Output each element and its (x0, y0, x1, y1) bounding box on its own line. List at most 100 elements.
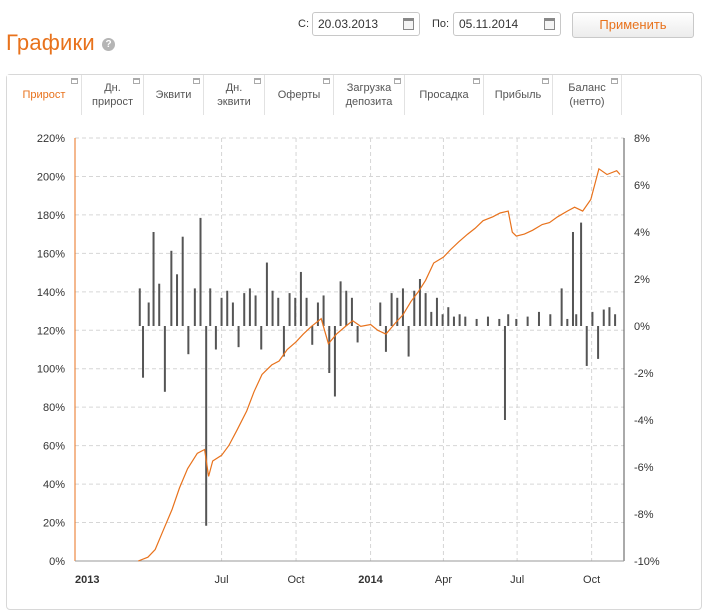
page-title: Графики (6, 30, 95, 55)
minimize-icon[interactable] (473, 78, 480, 84)
y-left-tick-label: 220% (37, 133, 65, 145)
daily-growth-bar (339, 281, 342, 326)
daily-growth-bar (591, 311, 594, 326)
minimize-icon[interactable] (394, 78, 401, 84)
daily-growth-bar (526, 316, 529, 326)
daily-growth-bar (176, 274, 179, 326)
y-right-tick-label: -4% (634, 415, 654, 427)
tab-label: Оферты (277, 89, 321, 101)
y-left-tick-label: 160% (37, 248, 65, 260)
daily-growth-bar (549, 314, 552, 326)
daily-growth-bar (243, 293, 246, 326)
minimize-icon[interactable] (611, 78, 618, 84)
daily-growth-bar (170, 250, 173, 326)
daily-growth-bar (220, 297, 223, 326)
daily-growth-bar (418, 279, 421, 326)
y-left-tick-label: 140% (37, 287, 65, 299)
daily-growth-bar (152, 232, 155, 326)
x-tick-label: Jul (510, 574, 524, 586)
y-right-tick-label: 6% (634, 180, 650, 192)
daily-growth-bar (507, 314, 510, 326)
daily-growth-bar (193, 288, 196, 326)
tab-8[interactable]: Прибыль (484, 75, 553, 115)
minimize-icon[interactable] (193, 78, 200, 84)
y-left-tick-label: 80% (43, 402, 65, 414)
daily-growth-bar (566, 318, 569, 326)
tab-label: Прирост (22, 89, 66, 101)
daily-growth-bar (214, 326, 217, 350)
tab-3[interactable]: Эквити (144, 75, 204, 115)
y-left-tick-label: 200% (37, 171, 65, 183)
y-right-tick-label: -10% (634, 556, 660, 568)
tab-label: Баланс (нетто) (568, 82, 606, 108)
daily-growth-bar (299, 271, 302, 326)
daily-growth-bar (322, 295, 325, 326)
y-left-tick-label: 60% (43, 441, 65, 453)
daily-growth-bar (515, 318, 518, 326)
daily-growth-bar (226, 290, 229, 326)
daily-growth-bar (413, 290, 416, 326)
tab-6[interactable]: Загрузка депозита (334, 75, 405, 115)
tab-5[interactable]: Оферты (265, 75, 334, 115)
tab-label: Эквити (155, 89, 192, 101)
tab-4[interactable]: Дн. эквити (204, 75, 265, 115)
tab-label: Загрузка депозита (345, 82, 393, 108)
x-tick-label: Jul (215, 574, 229, 586)
help-icon[interactable]: ? (102, 38, 115, 51)
daily-growth-bar (424, 293, 427, 326)
daily-growth-bar (430, 311, 433, 326)
tab-label: Просадка (419, 89, 469, 101)
y-left-tick-label: 20% (43, 518, 65, 530)
tab-label: Дн. прирост (92, 82, 133, 108)
tab-1[interactable]: Прирост (7, 75, 82, 115)
y-right-tick-label: 0% (634, 321, 650, 333)
tab-9[interactable]: Баланс (нетто) (553, 75, 622, 115)
minimize-icon[interactable] (542, 78, 549, 84)
daily-growth-bar (142, 326, 145, 378)
tab-label: Дн. эквити (217, 82, 251, 108)
daily-growth-bar (447, 307, 450, 326)
daily-growth-bar (537, 311, 540, 326)
daily-growth-bar (294, 297, 297, 326)
y-right-tick-label: 8% (634, 133, 650, 145)
x-tick-label: Oct (287, 574, 304, 586)
from-date-input[interactable]: 20.03.2013 (312, 12, 420, 36)
x-tick-label: 2014 (358, 574, 383, 586)
tab-2[interactable]: Дн. прирост (82, 75, 144, 115)
daily-growth-bar (231, 302, 234, 326)
tab-7[interactable]: Просадка (405, 75, 484, 115)
y-right-tick-label: 4% (634, 227, 650, 239)
tab-label: Прибыль (494, 89, 542, 101)
minimize-icon[interactable] (133, 78, 140, 84)
calendar-icon[interactable] (544, 18, 555, 30)
daily-growth-bar (316, 302, 319, 326)
daily-growth-bar (435, 297, 438, 326)
x-tick-label: 2013 (75, 574, 99, 586)
daily-growth-bar (163, 326, 166, 392)
minimize-icon[interactable] (323, 78, 330, 84)
daily-growth-bar (254, 295, 257, 326)
from-date-label: С: (298, 18, 309, 30)
calendar-icon[interactable] (403, 18, 414, 30)
daily-growth-bar (345, 290, 348, 326)
daily-growth-bar (282, 326, 285, 357)
daily-growth-bar (248, 288, 251, 326)
daily-growth-bar (288, 293, 291, 326)
daily-growth-bar (271, 290, 274, 326)
to-date-input[interactable]: 05.11.2014 (453, 12, 561, 36)
daily-growth-bar (311, 326, 314, 345)
x-tick-label: Apr (435, 574, 452, 586)
daily-growth-bar (614, 314, 617, 326)
daily-growth-bar (396, 297, 399, 326)
apply-button[interactable]: Применить (572, 12, 694, 38)
minimize-icon[interactable] (254, 78, 261, 84)
y-left-tick-label: 100% (37, 364, 65, 376)
y-left-tick-label: 120% (37, 325, 65, 337)
chart-tabs: Прирост Дн. прирост Эквити Дн. эквити Оферты… (7, 75, 701, 115)
minimize-icon[interactable] (71, 78, 78, 84)
daily-growth-bar (585, 326, 588, 366)
y-right-tick-label: -6% (634, 462, 654, 474)
daily-growth-bar (407, 326, 410, 357)
daily-growth-bar (260, 326, 263, 350)
